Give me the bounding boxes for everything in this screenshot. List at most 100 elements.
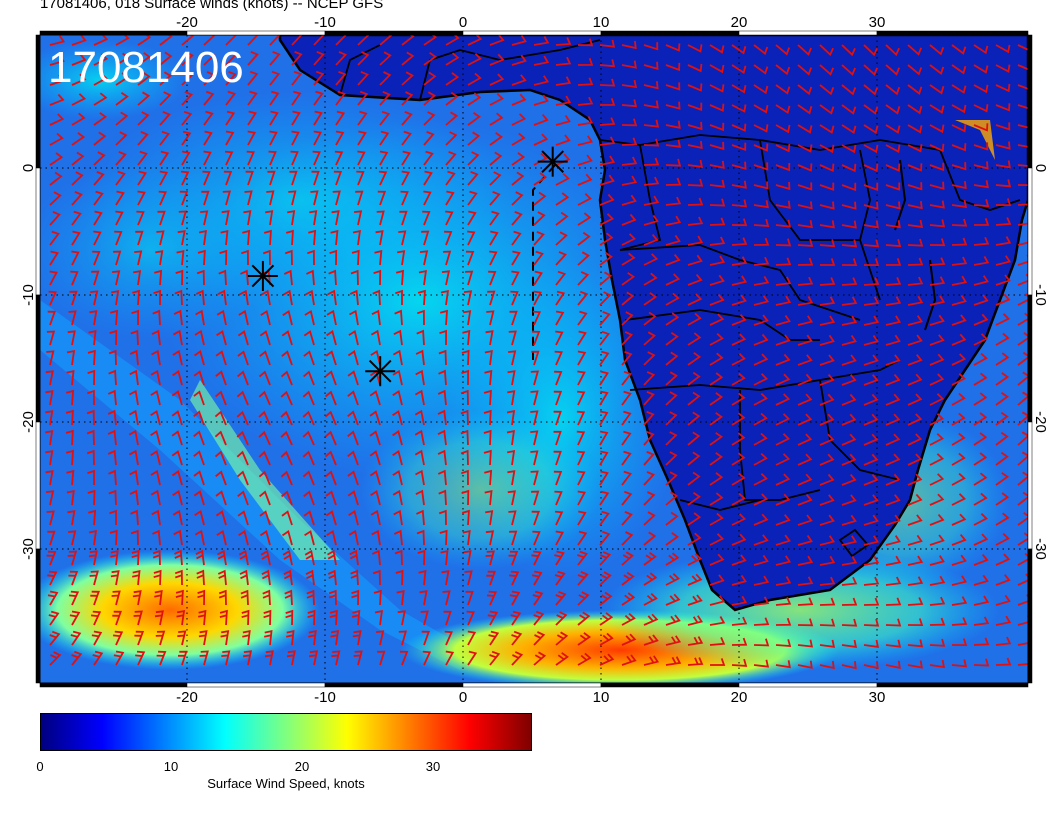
wind-barb	[841, 354, 857, 366]
wind-barb	[775, 84, 791, 95]
wind-barb	[819, 555, 836, 566]
wind-barb	[665, 532, 679, 546]
wind-barb	[335, 130, 345, 146]
wind-barb	[863, 64, 879, 76]
wind-barb	[554, 550, 565, 566]
wind-barb	[49, 132, 64, 146]
wind-barb	[687, 491, 701, 506]
x-tick-label: 30	[869, 689, 886, 706]
wind-barb	[665, 351, 679, 366]
wind-barb	[130, 509, 139, 526]
wind-barb	[731, 333, 747, 346]
wind-barb	[347, 370, 359, 386]
wind-barb	[180, 170, 190, 186]
wind-barb	[819, 64, 835, 76]
wind-barb	[907, 393, 923, 406]
wind-barb	[373, 589, 382, 606]
wind-barb	[951, 373, 966, 386]
wind-barb	[154, 589, 163, 606]
wind-barb	[665, 635, 682, 646]
wind-barb	[510, 290, 519, 306]
wind-barb	[440, 289, 449, 306]
wind-barb	[150, 369, 161, 386]
scale-bar-segment	[39, 682, 188, 688]
wind-barb	[599, 551, 612, 566]
wind-barb	[423, 51, 437, 66]
wind-barb	[863, 239, 880, 248]
wind-barb	[709, 392, 724, 406]
wind-barb	[225, 110, 236, 126]
wind-barb	[841, 514, 857, 526]
wind-barb	[327, 569, 337, 586]
wind-barb	[418, 269, 427, 286]
wind-barb	[416, 329, 425, 346]
wind-barb	[217, 549, 227, 566]
wind-barb	[266, 190, 275, 206]
wind-barb	[442, 590, 451, 606]
wind-barb	[665, 331, 679, 346]
wind-barb	[929, 181, 945, 190]
wind-barb	[819, 597, 836, 606]
wind-barb	[416, 529, 425, 546]
wind-barb	[508, 510, 517, 526]
wind-barb	[65, 449, 74, 466]
wind-barb	[973, 333, 989, 346]
wind-barb	[159, 130, 170, 146]
wind-barb	[181, 90, 193, 106]
wind-barb	[465, 250, 475, 266]
wind-barb	[973, 352, 988, 366]
wind-barb	[304, 549, 315, 566]
map-field	[40, 35, 1028, 683]
wind-barb	[885, 201, 901, 210]
wind-barb	[863, 660, 879, 670]
wind-barb	[1017, 573, 1028, 586]
wind-barb	[973, 199, 990, 208]
wind-barb	[555, 95, 572, 106]
wind-barb	[819, 201, 835, 210]
wind-barb	[577, 38, 594, 47]
wind-barb	[46, 330, 56, 346]
wind-barb	[392, 369, 403, 386]
wind-barb	[351, 589, 360, 606]
wind-barb	[532, 310, 542, 326]
wind-barb	[533, 133, 549, 146]
wind-barb	[863, 374, 879, 386]
wind-barb	[378, 170, 388, 186]
scale-bar-segment	[738, 682, 878, 688]
wind-barb	[995, 44, 1011, 54]
wind-barb	[379, 150, 389, 166]
wind-barb	[511, 270, 520, 286]
wind-barb	[49, 171, 63, 186]
wind-barb	[731, 432, 746, 446]
y-tick-label: -30	[1032, 538, 1049, 560]
wind-barb	[687, 83, 703, 92]
wind-barb	[176, 609, 186, 626]
wind-barb	[47, 310, 56, 326]
wind-barb	[287, 210, 296, 226]
scale-bar-segment	[39, 30, 188, 36]
wind-barb	[1017, 615, 1028, 626]
wind-barb	[731, 513, 747, 526]
wind-barb	[1017, 391, 1028, 406]
wind-barb	[417, 309, 425, 326]
wind-barb	[929, 44, 945, 56]
wind-barb	[302, 430, 315, 446]
wind-barb	[259, 330, 271, 346]
wind-barb	[509, 530, 518, 546]
wind-barb	[445, 131, 458, 146]
wind-barb	[841, 296, 858, 306]
wind-barb	[325, 370, 337, 386]
wind-barb	[422, 650, 432, 666]
wind-barb	[507, 390, 516, 406]
wind-barb	[621, 291, 635, 306]
wind-barb	[929, 393, 945, 406]
wind-barb	[131, 309, 140, 326]
wind-barb	[555, 56, 572, 66]
wind-barb	[797, 104, 813, 115]
wind-barb	[709, 553, 725, 566]
wind-barb	[236, 390, 249, 406]
wind-barb	[687, 332, 702, 346]
wind-barb	[283, 569, 293, 586]
wind-barb	[93, 72, 108, 86]
wind-barb	[377, 650, 386, 666]
